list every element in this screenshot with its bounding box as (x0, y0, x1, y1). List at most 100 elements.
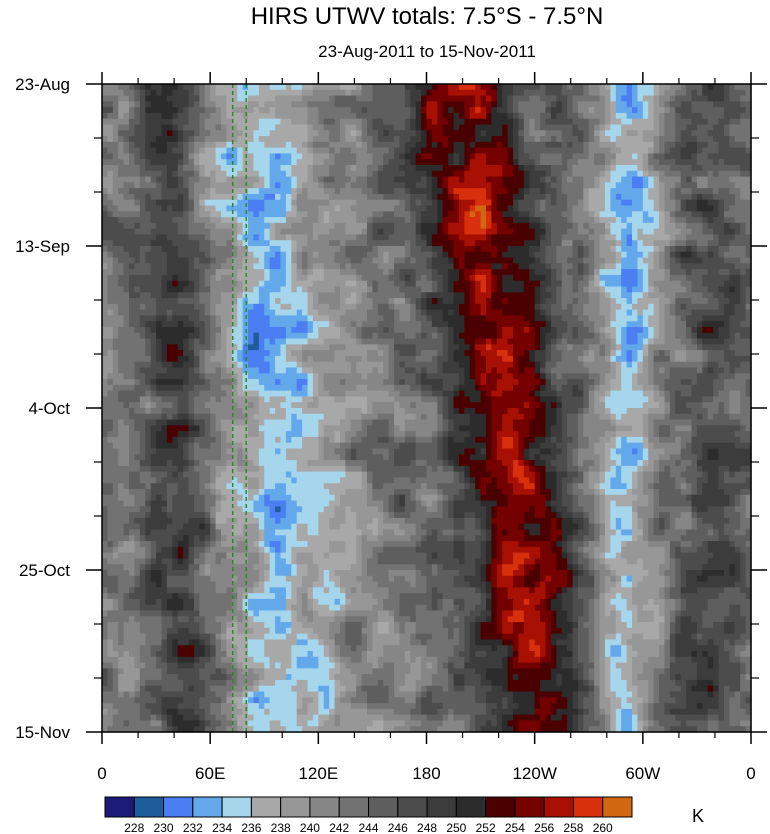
heatmap-cell (448, 84, 455, 91)
heatmap-cell (204, 217, 211, 224)
heatmap-cell (491, 211, 498, 218)
heatmap-cell (475, 234, 482, 241)
heatmap-cell (415, 141, 422, 149)
heatmap-cell (713, 165, 720, 172)
heatmap-cell (102, 112, 109, 120)
heatmap-cell (102, 153, 109, 160)
heatmap-cell (518, 188, 525, 195)
heatmap-cell (458, 292, 465, 299)
heatmap-cell (680, 211, 687, 218)
heatmap-cell (204, 228, 211, 236)
heatmap-cell (734, 228, 741, 236)
heatmap-cell (691, 118, 698, 126)
heatmap-cell (269, 130, 276, 137)
heatmap-cell (561, 205, 568, 212)
heatmap-cell (545, 303, 552, 311)
heatmap-cell (237, 141, 244, 149)
heatmap-cell (458, 280, 465, 288)
heatmap-cell (659, 217, 666, 224)
heatmap-cell (415, 170, 422, 178)
heatmap-cell (523, 246, 530, 253)
heatmap-cell (680, 292, 687, 299)
heatmap-cell (513, 124, 520, 131)
heatmap-cell (172, 124, 179, 131)
heatmap-cell (545, 112, 552, 120)
heatmap-cell (583, 199, 590, 207)
heatmap-cell (604, 251, 611, 259)
heatmap-cell (345, 217, 352, 224)
heatmap-cell (610, 199, 617, 207)
heatmap-cell (183, 136, 190, 143)
heatmap-cell (437, 263, 444, 270)
heatmap-cell (745, 95, 752, 102)
heatmap-cell (621, 217, 628, 224)
heatmap-cell (394, 222, 401, 230)
heatmap-cell (718, 234, 725, 241)
heatmap-cell (177, 118, 184, 126)
heatmap-cell (453, 217, 460, 224)
heatmap-cell (550, 298, 557, 305)
heatmap-cell (691, 112, 698, 120)
heatmap-cell (237, 124, 244, 131)
heatmap-cell (183, 217, 190, 224)
heatmap-cell (318, 112, 325, 120)
heatmap-cell (156, 147, 163, 155)
heatmap-cell (577, 257, 584, 264)
heatmap-cell (269, 286, 276, 293)
heatmap-cell (377, 217, 384, 224)
heatmap-cell (345, 153, 352, 160)
heatmap-cell (496, 153, 503, 160)
heatmap-cell (215, 222, 222, 230)
heatmap-cell (166, 234, 173, 241)
heatmap-cell (199, 205, 206, 212)
heatmap-cell (318, 211, 325, 218)
heatmap-cell (523, 176, 530, 183)
heatmap-cell (253, 257, 260, 264)
heatmap-cell (139, 303, 146, 311)
heatmap-cell (540, 193, 547, 201)
heatmap-cell (502, 124, 509, 131)
heatmap-cell (231, 141, 238, 149)
heatmap-cell (572, 205, 579, 212)
heatmap-cell (253, 107, 260, 114)
heatmap-cell (421, 234, 428, 241)
heatmap-cell (415, 112, 422, 120)
heatmap-cell (291, 321, 298, 328)
heatmap-cell (626, 124, 633, 131)
heatmap-cell (183, 101, 190, 108)
heatmap-cell (686, 280, 693, 288)
heatmap-cell (502, 159, 509, 166)
heatmap-cell (696, 182, 703, 189)
heatmap-cell (669, 89, 676, 97)
heatmap-cell (529, 165, 536, 172)
heatmap-cell (523, 193, 530, 201)
heatmap-cell (139, 315, 146, 322)
heatmap-cell (226, 263, 233, 270)
heatmap-cell (572, 95, 579, 102)
heatmap-cell (572, 136, 579, 143)
heatmap-cell (312, 303, 319, 311)
heatmap-cell (718, 147, 725, 155)
heatmap-cell (475, 286, 482, 293)
heatmap-cell (210, 124, 217, 131)
heatmap-cell (550, 263, 557, 270)
heatmap-cell (404, 263, 411, 270)
heatmap-cell (139, 170, 146, 178)
heatmap-cell (632, 188, 639, 195)
heatmap-cell (686, 170, 693, 178)
heatmap-cell (415, 153, 422, 160)
heatmap-cell (291, 153, 298, 160)
heatmap-cell (210, 222, 217, 230)
heatmap-cell (653, 124, 660, 131)
heatmap-cell (264, 182, 271, 189)
heatmap-cell (285, 89, 292, 97)
heatmap-cell (188, 257, 195, 264)
heatmap-cell (134, 292, 141, 299)
heatmap-cell (199, 315, 206, 322)
heatmap-cell (745, 188, 752, 195)
heatmap-cell (713, 274, 720, 282)
heatmap-cell (123, 274, 130, 282)
heatmap-cell (653, 193, 660, 201)
heatmap-cell (588, 165, 595, 172)
heatmap-cell (729, 193, 736, 201)
